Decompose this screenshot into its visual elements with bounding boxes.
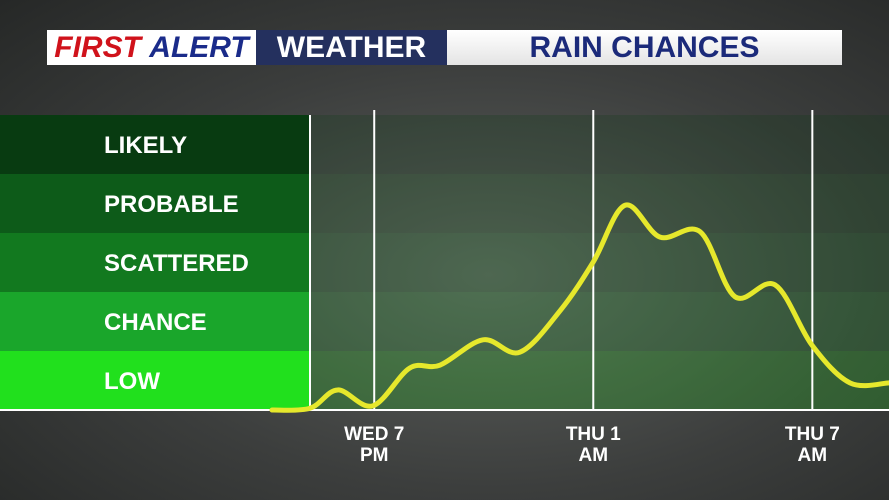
band-label-bg (0, 115, 310, 174)
x-tick-label: WED 7 PM (344, 424, 405, 466)
section: WEATHER (256, 30, 447, 65)
y-tick-label: LOW (104, 368, 160, 395)
band (310, 115, 889, 174)
y-tick-label: PROBABLE (104, 191, 239, 218)
band-label-bg (0, 351, 310, 410)
band-label-bg (0, 233, 310, 292)
band (310, 174, 889, 233)
y-tick-label: SCATTERED (104, 250, 249, 277)
band (310, 351, 889, 410)
y-tick-label: LIKELY (104, 132, 187, 159)
x-tick-label: THU 7 AM (784, 424, 840, 466)
rain-chance-line (269, 202, 889, 413)
y-tick-label: CHANCE (104, 309, 207, 336)
band (310, 292, 889, 351)
brand-alert: ALERT (149, 30, 249, 64)
title: RAIN CHANCES (447, 30, 842, 65)
brand: FIRST ALERT (47, 30, 256, 65)
section-text: WEATHER (276, 30, 427, 64)
band-label-bg (0, 174, 310, 233)
title-text: RAIN CHANCES (529, 30, 760, 64)
x-tick-label: THU 1 AM (565, 424, 621, 466)
band-label-bg (0, 292, 310, 351)
brand-first: FIRST (54, 30, 141, 64)
band (310, 233, 889, 292)
